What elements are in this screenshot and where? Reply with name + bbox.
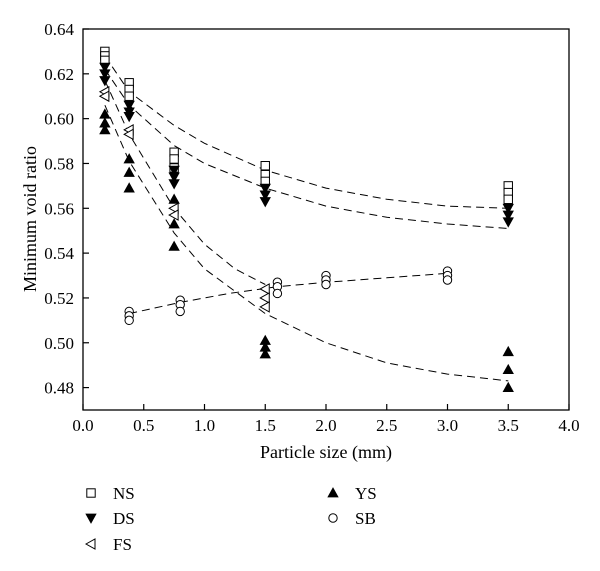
data-point-ds: [502, 217, 514, 228]
legend-marker-sb: [328, 513, 338, 523]
data-point-ds: [259, 197, 271, 208]
x-tick-label: 3.5: [498, 416, 519, 435]
data-point-ys: [99, 108, 111, 119]
data-point-sb: [442, 275, 453, 285]
series-ds: [99, 62, 514, 228]
data-point-ds: [502, 210, 514, 221]
legend-item-sb: SB: [328, 509, 376, 528]
x-tick-label: 3.0: [437, 416, 458, 435]
x-tick-label: 2.0: [315, 416, 336, 435]
data-point-ys: [123, 166, 135, 177]
data-point-ds: [99, 62, 111, 73]
data-point-ys: [99, 124, 111, 135]
data-point-ys: [168, 193, 180, 204]
data-point-ds: [168, 179, 180, 190]
trend-lines: [104, 55, 509, 382]
y-tick-label: 0.62: [44, 65, 74, 84]
trend-line-fs: [104, 80, 266, 285]
data-point-ns: [260, 161, 270, 171]
data-point-ds: [502, 203, 514, 215]
series-fs: [98, 85, 270, 313]
data-point-fs: [259, 292, 270, 304]
legend-item-ns: NS: [86, 484, 135, 503]
data-point-sb: [175, 306, 185, 317]
data-point-ds: [99, 69, 111, 80]
data-point-ds: [259, 190, 271, 201]
legend-label-fs: FS: [113, 535, 132, 554]
legend-label-ds: DS: [113, 509, 135, 528]
plot-frame: [82, 28, 570, 411]
y-tick-label: 0.56: [44, 199, 74, 218]
x-tick-label: 4.0: [558, 416, 579, 435]
trend-line-ys: [104, 105, 509, 382]
x-axis-ticks: 0.0 0.5 1.0 1.5 2.0 2.5 3.0 3.5 4.0: [72, 404, 580, 435]
data-point-ys: [123, 153, 135, 164]
x-axis-label: Particle size (mm): [260, 442, 392, 463]
data-point-sb: [272, 288, 283, 299]
data-point-sb: [321, 279, 331, 290]
series-ns: [100, 46, 513, 205]
legend-item-fs: FS: [84, 535, 132, 554]
data-point-fs: [259, 283, 270, 295]
data-point-ds: [123, 112, 135, 123]
legend-item-ys: YS: [327, 484, 377, 503]
data-point-sb: [124, 315, 134, 326]
data-point-ds: [168, 172, 180, 183]
legend-marker-fs: [84, 538, 96, 550]
data-point-ns: [503, 194, 513, 205]
x-tick-label: 1.5: [255, 416, 276, 435]
series-sb: [124, 266, 453, 326]
data-point-ys: [502, 381, 514, 392]
legend-label-sb: SB: [355, 509, 376, 528]
data-point-ds: [123, 100, 135, 112]
y-tick-label: 0.48: [44, 379, 74, 398]
legend-label-ys: YS: [355, 484, 377, 503]
data-point-fs: [168, 209, 179, 221]
y-tick-label: 0.52: [44, 289, 74, 308]
x-tick-label: 0.0: [72, 416, 93, 435]
data-point-ys: [259, 348, 271, 359]
legend: NS DS FS YS SB: [84, 484, 377, 554]
data-point-ds: [99, 76, 111, 87]
data-point-ns: [169, 154, 179, 164]
trend-line-ns: [104, 55, 509, 209]
data-point-ys: [168, 240, 180, 251]
y-tick-label: 0.54: [44, 244, 74, 263]
data-point-fs: [98, 90, 110, 103]
y-tick-label: 0.64: [44, 20, 74, 39]
data-point-ys: [502, 363, 514, 375]
x-tick-label: 1.0: [194, 416, 215, 435]
legend-marker-ds: [85, 513, 97, 524]
data-point-ys: [502, 345, 514, 357]
y-tick-label: 0.58: [44, 154, 74, 173]
data-point-fs: [123, 128, 134, 141]
legend-marker-ys: [327, 487, 339, 498]
plot-area: [82, 28, 570, 411]
data-point-ys: [168, 218, 180, 229]
y-tick-label: 0.50: [44, 334, 74, 353]
x-tick-label: 2.5: [376, 416, 397, 435]
y-tick-label: 0.60: [44, 110, 74, 129]
y-axis-ticks: 0.48 0.50 0.52 0.54 0.56 0.58 0.60 0.62 0.64: [44, 20, 89, 398]
trend-line-ds: [104, 69, 509, 229]
data-point-fs: [259, 301, 270, 313]
legend-label-ns: NS: [113, 484, 135, 503]
y-axis-label: Minimum void ratio: [20, 146, 40, 292]
data-point-ys: [123, 182, 135, 193]
series-ys: [99, 108, 514, 392]
legend-marker-ns: [86, 488, 96, 498]
x-tick-label: 0.5: [133, 416, 154, 435]
data-points: [98, 46, 514, 392]
data-point-ns: [124, 91, 134, 101]
data-point-ds: [259, 183, 271, 194]
data-point-ds: [168, 165, 180, 177]
legend-item-ds: DS: [85, 509, 135, 528]
